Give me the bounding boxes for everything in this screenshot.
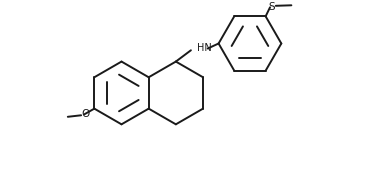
Text: HN: HN — [197, 43, 212, 53]
Text: S: S — [268, 1, 274, 12]
Text: O: O — [81, 109, 90, 119]
